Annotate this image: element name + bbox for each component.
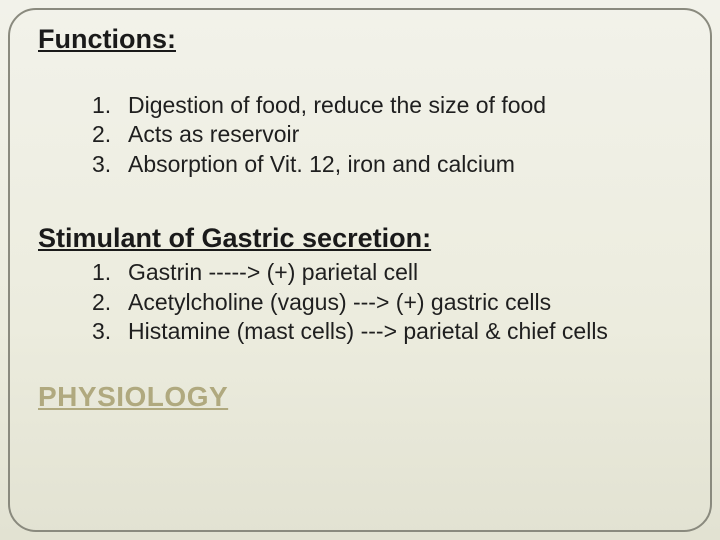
list-number: 1. <box>92 91 128 120</box>
list-item: 2. Acts as reservoir <box>92 120 682 149</box>
stimulant-list: 1. Gastrin -----> (+) parietal cell 2. A… <box>92 258 682 346</box>
list-number: 2. <box>92 288 128 317</box>
list-item: 3. Absorption of Vit. 12, iron and calci… <box>92 150 682 179</box>
list-text: Acts as reservoir <box>128 120 299 149</box>
list-text: Digestion of food, reduce the size of fo… <box>128 91 546 120</box>
functions-heading: Functions: <box>38 24 682 55</box>
list-number: 3. <box>92 317 128 346</box>
slide-frame: Functions: 1. Digestion of food, reduce … <box>8 8 712 532</box>
list-text: Absorption of Vit. 12, iron and calcium <box>128 150 515 179</box>
list-number: 3. <box>92 150 128 179</box>
list-item: 3. Histamine (mast cells) ---> parietal … <box>92 317 682 346</box>
list-item: 1. Digestion of food, reduce the size of… <box>92 91 682 120</box>
list-text: Histamine (mast cells) ---> parietal & c… <box>128 317 608 346</box>
footer-title: PHYSIOLOGY <box>38 381 682 413</box>
list-text: Acetylcholine (vagus) ---> (+) gastric c… <box>128 288 551 317</box>
list-item: 2. Acetylcholine (vagus) ---> (+) gastri… <box>92 288 682 317</box>
stimulant-heading: Stimulant of Gastric secretion: <box>38 223 682 254</box>
list-item: 1. Gastrin -----> (+) parietal cell <box>92 258 682 287</box>
list-text: Gastrin -----> (+) parietal cell <box>128 258 418 287</box>
list-number: 1. <box>92 258 128 287</box>
functions-list: 1. Digestion of food, reduce the size of… <box>92 91 682 179</box>
list-number: 2. <box>92 120 128 149</box>
